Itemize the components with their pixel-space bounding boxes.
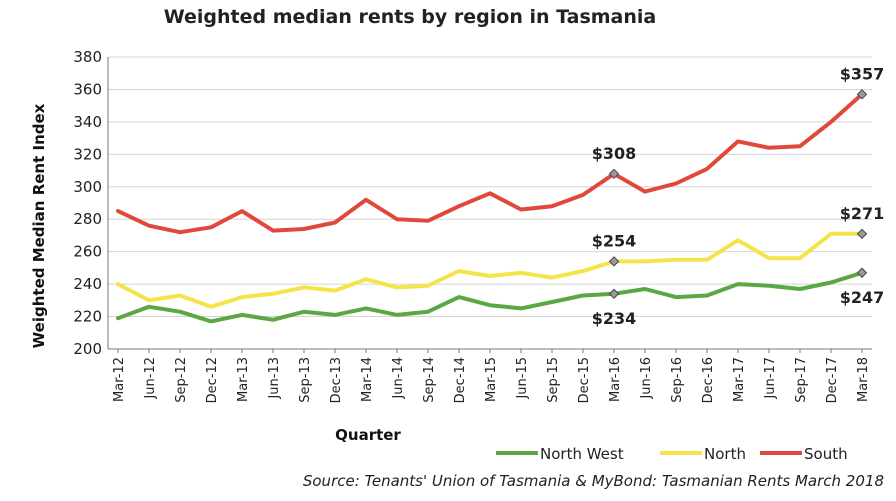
- x-axis-ticks: Mar-12 Jun-12 Sep-12 Dec-12 Mar-13 Jun-13 Sep-…: [112, 349, 871, 403]
- annotation-labels: $357 $308 $271 $254 $234 $247: [592, 64, 885, 328]
- series-lines: [116, 92, 864, 324]
- x-tick-label: Jun-17: [763, 357, 778, 400]
- data-point-marker: [856, 89, 868, 100]
- data-label: $254: [592, 231, 637, 250]
- series-line-north-west: [116, 270, 864, 324]
- y-tick-label: 380: [73, 48, 102, 66]
- y-tick-label: 220: [73, 308, 102, 326]
- x-tick-label: Mar-18: [856, 357, 871, 402]
- x-tick-label: Dec-15: [577, 357, 592, 403]
- legend: North West North South: [496, 445, 848, 463]
- data-label: $247: [840, 288, 885, 307]
- x-tick-label: Mar-12: [112, 357, 127, 402]
- x-tick-label: Dec-14: [453, 357, 468, 403]
- x-tick-label: Mar-16: [608, 357, 623, 402]
- data-label: $357: [840, 64, 885, 83]
- legend-item-north-west: North West: [496, 445, 624, 463]
- x-tick-label: Sep-15: [546, 357, 561, 403]
- x-tick-label: Mar-17: [732, 357, 747, 402]
- y-tick-label: 360: [73, 80, 102, 98]
- x-tick-label: Mar-14: [360, 357, 375, 402]
- data-point-marker: [856, 228, 868, 240]
- annotation-markers: [608, 89, 868, 300]
- y-tick-label: 240: [73, 275, 102, 293]
- x-tick-label: Mar-13: [236, 357, 251, 402]
- y-tick-label: 300: [73, 178, 102, 196]
- source-note: Source: Tenants' Union of Tasmania & MyB…: [302, 472, 884, 490]
- legend-item-south: South: [760, 445, 848, 463]
- x-tick-label: Mar-15: [484, 357, 499, 402]
- x-tick-label: Sep-12: [174, 357, 189, 403]
- x-tick-label: Sep-17: [794, 357, 809, 403]
- x-axis-title: Quarter: [335, 426, 401, 444]
- x-tick-label: Jun-13: [267, 357, 282, 400]
- y-tick-label: 340: [73, 113, 102, 131]
- x-tick-label: Sep-13: [298, 357, 313, 403]
- chart-title: Weighted median rents by region in Tasma…: [163, 6, 657, 28]
- y-tick-label: 280: [73, 210, 102, 228]
- series-line-north: [116, 231, 864, 309]
- x-tick-label: Dec-12: [205, 357, 220, 403]
- x-tick-label: Sep-14: [422, 357, 437, 403]
- x-tick-label: Dec-13: [329, 357, 344, 403]
- y-axis-title: Weighted Median Rent Index: [30, 103, 48, 348]
- x-tick-label: Jun-12: [143, 357, 158, 400]
- legend-label: South: [804, 445, 848, 463]
- legend-label: North: [704, 445, 746, 463]
- legend-label: North West: [540, 445, 624, 463]
- y-tick-label: 320: [73, 145, 102, 163]
- data-label: $308: [592, 144, 637, 163]
- data-point-marker: [608, 168, 620, 180]
- data-point-marker: [856, 267, 868, 278]
- x-tick-label: Sep-16: [670, 357, 685, 403]
- x-tick-label: Dec-17: [825, 357, 840, 403]
- x-tick-label: Dec-16: [701, 357, 716, 403]
- y-axis-ticks: 200 220 240 260 280 300 320 340 360 380: [73, 48, 102, 358]
- data-label: $234: [592, 309, 637, 328]
- data-point-marker: [608, 288, 620, 300]
- data-point-marker: [608, 256, 620, 267]
- series-line-south: [116, 92, 864, 235]
- data-label: $271: [840, 204, 885, 223]
- x-tick-label: Jun-16: [639, 357, 654, 400]
- legend-item-north: North: [660, 445, 746, 463]
- x-tick-label: Jun-15: [515, 357, 530, 400]
- x-tick-label: Jun-14: [391, 357, 406, 400]
- y-tick-label: 200: [73, 340, 102, 358]
- y-tick-label: 260: [73, 243, 102, 261]
